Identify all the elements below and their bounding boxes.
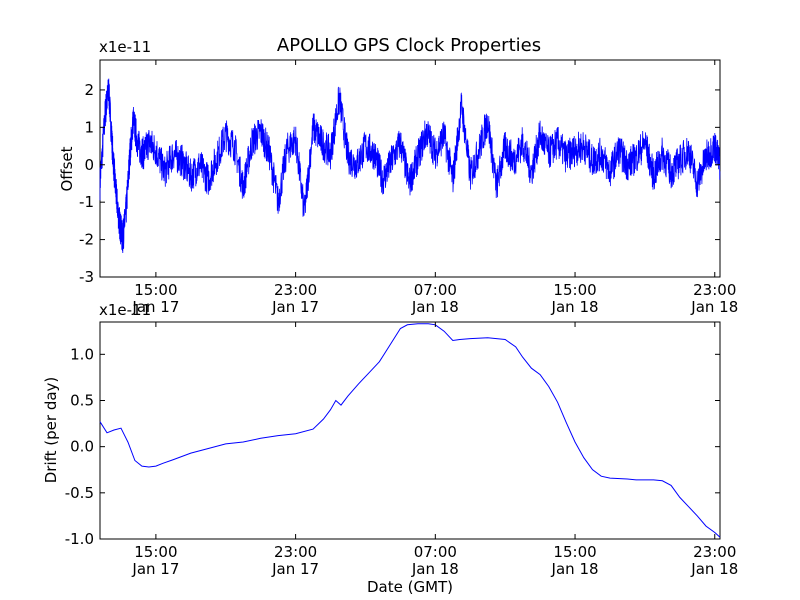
- offset-x-tick-label-time: 07:00: [414, 281, 457, 299]
- offset-x-tick-label-date: Jan 17: [271, 298, 319, 316]
- offset-series: [99, 78, 721, 254]
- drift-plot-area: [99, 321, 721, 540]
- offset-x-tick-label-time: 15:00: [134, 281, 177, 299]
- drift-x-tick-label-time: 07:00: [414, 543, 457, 561]
- drift-series-line: [99, 323, 721, 538]
- drift-y-offset-text: x1e-11: [99, 301, 151, 319]
- offset-y-tick-label: 0: [84, 156, 94, 174]
- drift-x-tick-label-date: Jan 17: [131, 560, 179, 578]
- drift-x-tick-label-time: 23:00: [274, 543, 317, 561]
- offset-y-offset-text: x1e-11: [99, 38, 151, 56]
- offset-y-tick-label: 1: [84, 118, 94, 136]
- drift-x-tick-label-date: Jan 17: [271, 560, 319, 578]
- offset-y-tick-label: 2: [84, 81, 94, 99]
- drift-y-axis-label: Drift (per day): [42, 377, 60, 484]
- drift-y-ticks: -1.0 -0.5 0.0 0.5 1.0: [65, 345, 720, 548]
- drift-y-tick-label: 1.0: [70, 345, 94, 363]
- offset-x-tick-label-date: Jan 17: [131, 298, 179, 316]
- offset-x-tick-label-time: 23:00: [274, 281, 317, 299]
- chart-title: APOLLO GPS Clock Properties: [277, 35, 541, 56]
- drift-x-tick-label-time: 23:00: [693, 543, 736, 561]
- offset-x-tick-label-date: Jan 18: [551, 298, 599, 316]
- drift-x-tick-label-date: Jan 18: [690, 560, 738, 578]
- drift-y-tick-label: 0.5: [70, 391, 94, 409]
- offset-y-tick-label: -3: [79, 268, 94, 286]
- offset-x-tick-label-date: Jan 18: [690, 298, 738, 316]
- offset-y-tick-label: -1: [79, 193, 94, 211]
- offset-y-axis-label: Offset: [58, 146, 76, 191]
- drift-x-tick-label-time: 15:00: [134, 543, 177, 561]
- drift-y-tick-label: -1.0: [65, 530, 94, 548]
- offset-y-ticks: -3 -2 -1 0 1 2: [79, 81, 720, 286]
- offset-x-tick-label-time: 15:00: [553, 281, 596, 299]
- offset-x-tick-label-date: Jan 18: [411, 298, 459, 316]
- offset-series-line: [99, 78, 721, 254]
- drift-x-tick-label-date: Jan 18: [551, 560, 599, 578]
- drift-series: [99, 323, 721, 538]
- drift-y-tick-label: -0.5: [65, 484, 94, 502]
- drift-x-tick-label-time: 15:00: [553, 543, 596, 561]
- offset-x-tick-label-time: 23:00: [693, 281, 736, 299]
- drift-x-tick-label-date: Jan 18: [411, 560, 459, 578]
- drift-y-tick-label: 0.0: [70, 438, 94, 456]
- offset-y-tick-label: -2: [79, 231, 94, 249]
- drift-x-axis-label: Date (GMT): [367, 578, 453, 596]
